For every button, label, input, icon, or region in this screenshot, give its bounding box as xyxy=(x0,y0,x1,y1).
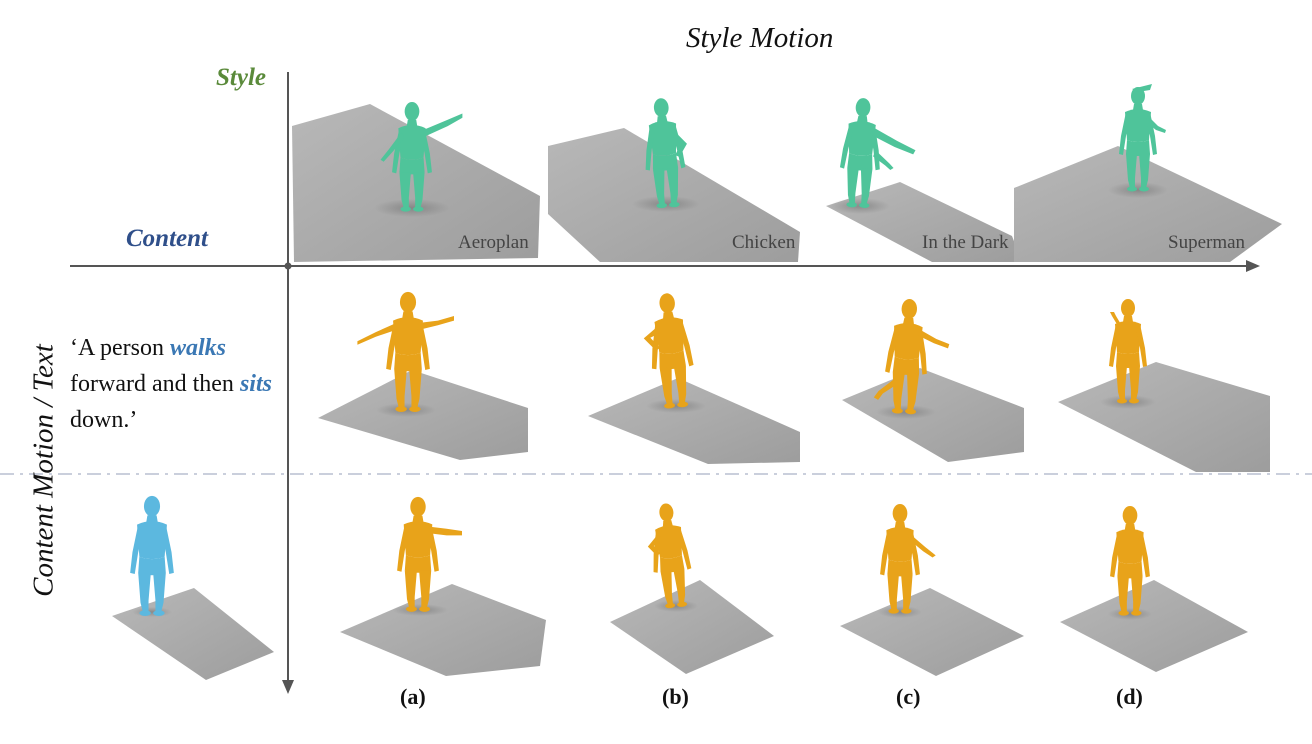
style-figure-a xyxy=(380,101,463,212)
style-figures xyxy=(380,84,1166,212)
text-figure-d xyxy=(1109,299,1147,404)
text-figure-c xyxy=(873,297,950,415)
column-label-b: (b) xyxy=(662,684,689,709)
style-figure-b xyxy=(640,96,689,210)
prompt-text-3: down.’ xyxy=(70,407,138,433)
style-row-label: Style xyxy=(216,64,266,91)
style-name-b: Chicken xyxy=(732,232,796,253)
column-label-a: (a) xyxy=(400,684,426,709)
floor-text-b xyxy=(588,378,800,464)
floor-motion-d xyxy=(1060,580,1248,672)
prompt-keyword-sits: sits xyxy=(239,371,272,397)
text-figure-b xyxy=(643,291,698,410)
floor-text-d xyxy=(1058,362,1270,472)
horizontal-axis-arrowhead xyxy=(1246,260,1260,272)
axes xyxy=(70,72,1260,694)
style-name-c: In the Dark xyxy=(922,232,1009,253)
motion-figure-b xyxy=(646,501,696,610)
floor-content-input xyxy=(112,588,274,680)
motion-figure-c xyxy=(880,503,936,614)
text-prompt: ‘A person walks forward and then sits do… xyxy=(70,330,300,438)
floor-motion-b xyxy=(610,580,774,674)
floor-motion-c xyxy=(840,588,1024,676)
vertical-axis-label: Content Motion / Text xyxy=(27,344,60,597)
prompt-text-2: forward and then xyxy=(70,371,240,397)
axis-origin xyxy=(284,262,292,270)
style-name-a: Aeroplan xyxy=(458,232,529,253)
floor-style-d xyxy=(1014,146,1282,262)
floor-motion-a xyxy=(340,584,546,676)
style-figure-c xyxy=(837,97,916,209)
text-figure-a xyxy=(357,291,454,413)
vertical-axis-arrowhead xyxy=(282,680,294,694)
motion-output-figures xyxy=(397,496,1150,616)
prompt-text-1: ‘A person xyxy=(70,335,170,361)
column-label-c: (c) xyxy=(896,684,921,709)
figure-title: Style Motion xyxy=(686,22,834,54)
style-figure-d xyxy=(1119,84,1166,192)
content-row-label: Content xyxy=(126,225,208,252)
motion-figure-a xyxy=(397,496,462,612)
column-label-d: (d) xyxy=(1116,684,1143,709)
prompt-keyword-walks: walks xyxy=(169,335,226,361)
style-name-d: Superman xyxy=(1168,232,1246,253)
text-output-figures xyxy=(357,291,1147,415)
